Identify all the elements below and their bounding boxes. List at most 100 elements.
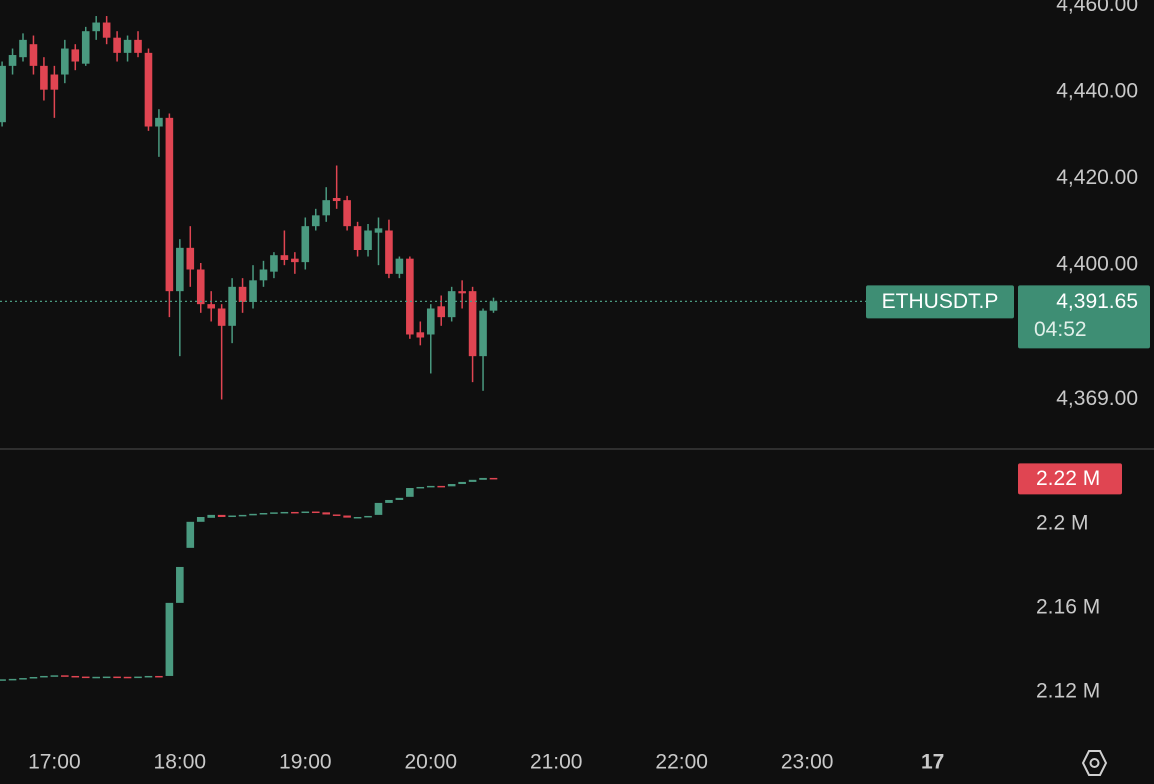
candle-body — [322, 512, 331, 515]
candle-body — [238, 286, 247, 302]
symbol-badge — [866, 285, 1014, 319]
countdown-label: 04:52 — [1034, 318, 1087, 341]
candle-body — [458, 291, 466, 294]
candle-body — [416, 486, 425, 489]
candle-body — [249, 513, 257, 516]
candle-body — [426, 485, 435, 488]
y-tick-label: 4,440.00 — [1056, 79, 1138, 102]
x-tick-label: 17 — [921, 751, 944, 774]
candle-body — [155, 675, 163, 678]
candle-body — [468, 291, 477, 357]
candle-body — [479, 477, 487, 480]
candle-body — [0, 679, 6, 681]
candle-body — [489, 301, 498, 311]
candle-body — [113, 37, 121, 53]
candle-body — [343, 200, 351, 227]
candle-body — [426, 308, 435, 335]
x-tick-label: 19:00 — [279, 751, 332, 774]
candle-body — [228, 515, 236, 518]
candle-body — [207, 514, 216, 518]
candle-body — [353, 226, 362, 250]
candle-body — [458, 481, 466, 485]
candle-body — [468, 479, 477, 482]
candle-body — [81, 31, 90, 64]
candle-body — [196, 516, 205, 522]
x-tick-label: 20:00 — [404, 751, 457, 774]
candle-body — [280, 255, 289, 260]
candle-body — [207, 304, 216, 309]
last-value-label: 2.22 M — [1036, 467, 1100, 490]
candle-body — [176, 566, 184, 603]
candle-body — [332, 514, 341, 516]
y-tick-label: 4,460.00 — [1056, 0, 1138, 16]
candle-body — [123, 39, 132, 53]
candle-body — [447, 291, 456, 318]
settings-button[interactable] — [1081, 750, 1108, 776]
candle-body — [61, 48, 69, 75]
candle-body — [176, 247, 184, 292]
candle-body — [437, 485, 446, 488]
candle-body — [406, 488, 414, 497]
candle-body — [301, 511, 310, 514]
candle-body — [186, 247, 195, 270]
candle-body — [395, 497, 404, 500]
candle-body — [92, 676, 100, 679]
x-tick-label: 21:00 — [530, 751, 583, 774]
candle-body — [406, 258, 414, 335]
candle-body — [165, 117, 174, 292]
candle-body — [374, 502, 383, 515]
candle-body — [19, 678, 27, 680]
x-tick-label: 23:00 — [781, 751, 834, 774]
candle-body — [71, 49, 80, 62]
candle-body — [364, 230, 372, 250]
candle-body — [134, 39, 142, 53]
candle-body — [40, 675, 48, 678]
candle-body — [228, 286, 236, 326]
symbol-label: ETHUSDT.P — [882, 290, 999, 313]
candle-body — [92, 22, 100, 32]
y2-tick-label: 2.12 M — [1036, 679, 1100, 702]
candle-body — [332, 198, 341, 202]
candle-body — [50, 675, 59, 677]
candle-body — [301, 226, 310, 263]
candle-body — [61, 675, 69, 677]
candle-body — [489, 477, 498, 480]
x-tick-label: 17:00 — [28, 751, 81, 774]
candle-body — [155, 117, 163, 127]
candle-body — [40, 65, 48, 90]
candle-body — [343, 515, 351, 518]
last-value-badge — [1018, 463, 1122, 495]
settings-icon[interactable] — [1081, 750, 1108, 776]
y-tick-label: 4,400.00 — [1056, 253, 1138, 276]
y-tick-label: 4,369.00 — [1056, 387, 1138, 410]
candle-body — [217, 514, 226, 517]
candle-body — [134, 676, 142, 679]
candle-body — [270, 255, 278, 272]
candle-body — [238, 514, 247, 517]
candle-body — [385, 499, 393, 503]
settings-icon-center[interactable] — [1089, 758, 1100, 768]
candle-body — [29, 677, 38, 679]
last-price-label: 4,391.65 — [1056, 290, 1138, 313]
candle-body — [0, 65, 6, 123]
candle-body — [71, 675, 80, 678]
candle-body — [8, 678, 17, 681]
candle-body — [8, 55, 17, 66]
candle-body — [280, 511, 289, 514]
candle-body — [217, 308, 226, 326]
candle-body — [270, 512, 278, 514]
candle-body — [447, 484, 456, 487]
y2-tick-label: 2.2 M — [1036, 511, 1089, 534]
candle-body — [144, 675, 153, 678]
candle-body — [102, 676, 111, 679]
candle-body — [196, 269, 205, 305]
candle-body — [322, 200, 331, 216]
candle-body — [395, 258, 404, 274]
candle-body — [165, 602, 174, 676]
y2-tick-label: 2.16 M — [1036, 595, 1100, 618]
candle-body — [259, 512, 268, 515]
candle-body — [437, 306, 446, 318]
candle-body — [374, 228, 383, 233]
